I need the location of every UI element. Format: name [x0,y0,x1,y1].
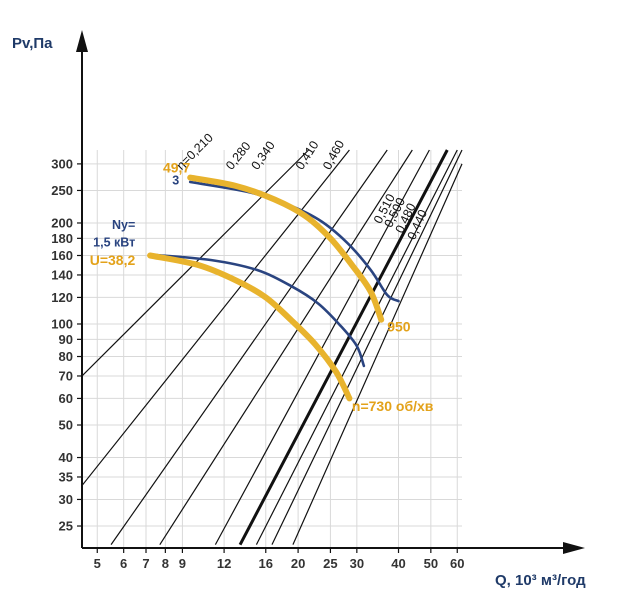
y-tick-label: 70 [59,368,73,383]
y-tick-label: 35 [59,469,73,484]
y-tick-label: 250 [51,183,73,198]
y-tick-label: 25 [59,519,73,534]
curve-labels: 49,73 Ny= 1,5 кВт U=38,2 950 n=730 об/хв [90,159,434,414]
label-power-kw: 1,5 кВт [93,236,135,250]
y-tick-label: 160 [51,248,73,263]
x-axis-title: Q, 10³ м³/год [495,572,586,589]
x-tick-label: 8 [162,556,169,571]
x-tick-label: 16 [259,556,273,571]
y-axis-arrow [76,30,88,52]
pressure-curve [187,174,385,323]
performance-curves [147,174,400,402]
efficiency-line [238,149,449,546]
y-tick-label: 60 [59,391,73,406]
x-tick-label: 12 [217,556,231,571]
axes [76,30,585,554]
efficiency-line [159,149,413,545]
y-tick-label: 120 [51,290,73,305]
y-tick-label: 140 [51,267,73,282]
efficiency-label: 0,340 [248,139,277,173]
y-tick-label: 40 [59,450,73,465]
efficiency-label: 0,410 [293,138,322,172]
efficiency-label: 0,460 [320,138,347,172]
y-tick-label: 200 [51,215,73,230]
x-tick-label: 6 [120,556,127,571]
y-tick-label: 90 [59,332,73,347]
label-3: 3 [172,174,179,188]
y-tick-label: 30 [59,492,73,507]
y-tick-label: 100 [51,316,73,331]
efficiency-label: 0,280 [223,139,253,172]
label-950: 950 [387,318,411,334]
label-ny: Ny= [112,218,135,232]
efficiency-line [271,149,463,545]
y-tick-label: 50 [59,418,73,433]
y-axis-title: Pv,Па [12,35,53,52]
x-tick-label: 20 [291,556,305,571]
x-tick-label: 60 [450,556,464,571]
efficiency-line [214,149,430,545]
efficiency-line [110,149,388,545]
label-49-7: 49,7 [163,159,190,175]
tick-labels: 5 6 7 8 9 12 16 20 25 30 40 50 602530354050607080901… [51,156,464,571]
y-tick-label: 80 [59,349,73,364]
efficiency-line [292,163,463,545]
x-tick-label: 5 [94,556,101,571]
x-axis-arrow [563,542,585,554]
label-u: U=38,2 [90,252,136,268]
pressure-curve [147,252,353,402]
x-tick-label: 40 [391,556,405,571]
power-curve [148,253,366,368]
y-tick-label: 180 [51,231,73,246]
y-tick-label: 300 [51,156,73,171]
x-tick-label: 9 [179,556,186,571]
x-tick-label: 50 [424,556,438,571]
efficiency-line [82,149,350,486]
label-n730: n=730 об/хв [352,398,434,414]
x-tick-label: 30 [350,556,364,571]
x-tick-label: 25 [323,556,337,571]
x-tick-label: 7 [142,556,149,571]
